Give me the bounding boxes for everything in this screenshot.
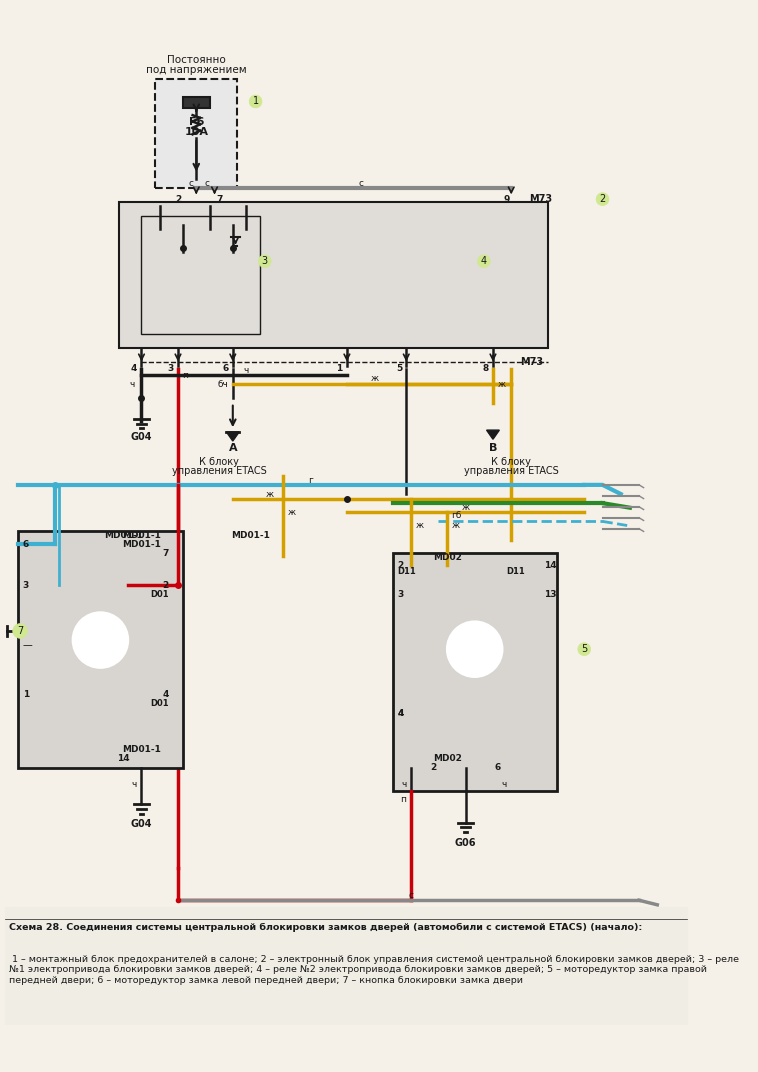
Polygon shape [227, 432, 240, 441]
Text: п: п [400, 795, 406, 804]
Bar [18, 531, 183, 768]
Text: 6: 6 [494, 763, 500, 773]
Text: 1 – монтажный блок предохранителей в салоне; 2 – электронный блок управления сис: 1 – монтажный блок предохранителей в сал… [9, 955, 739, 985]
Circle shape [578, 643, 590, 656]
Text: c: c [409, 891, 413, 900]
Text: ж: ж [452, 521, 460, 531]
Circle shape [249, 95, 262, 108]
Bar [142, 215, 260, 334]
Text: 13: 13 [544, 590, 557, 599]
Text: G04: G04 [130, 432, 152, 443]
Bar [119, 202, 548, 348]
Text: 2: 2 [397, 561, 403, 569]
Circle shape [13, 624, 27, 638]
Text: 7: 7 [216, 195, 222, 204]
Text: ж: ж [462, 503, 470, 512]
Text: MD02: MD02 [433, 755, 462, 763]
Text: ж: ж [370, 373, 378, 383]
Text: G06: G06 [455, 837, 476, 848]
Text: 4: 4 [162, 690, 169, 699]
Text: К блоку: К блоку [491, 457, 531, 467]
Text: F6: F6 [189, 117, 204, 126]
Circle shape [73, 613, 128, 668]
Text: 9: 9 [503, 195, 510, 204]
Text: 3: 3 [397, 590, 403, 599]
Text: —: — [23, 640, 33, 650]
Text: G04: G04 [130, 819, 152, 830]
Text: ж: ж [287, 508, 296, 517]
Text: п: п [183, 371, 189, 379]
Text: 6: 6 [23, 539, 29, 549]
Text: ч: ч [401, 779, 406, 789]
Text: M: M [466, 640, 483, 658]
Text: MD01-1: MD01-1 [122, 745, 161, 754]
Text: ч: ч [244, 367, 249, 375]
Text: 2: 2 [175, 195, 181, 204]
Text: 8: 8 [483, 363, 489, 373]
Text: 3: 3 [262, 256, 268, 266]
Text: 4: 4 [397, 709, 403, 717]
Text: управления ETACS: управления ETACS [172, 466, 267, 476]
Text: MD01-1: MD01-1 [232, 531, 271, 539]
Bar [393, 553, 557, 791]
Text: г: г [308, 476, 313, 485]
Text: 4: 4 [397, 709, 403, 717]
Text: 5: 5 [396, 363, 402, 373]
Text: гб: гб [451, 511, 462, 520]
Text: управления ETACS: управления ETACS [464, 466, 559, 476]
Text: MD01-1: MD01-1 [122, 539, 161, 549]
Polygon shape [487, 430, 500, 440]
Text: под напряжением: под напряжением [146, 64, 246, 75]
Text: MD02: MD02 [433, 553, 462, 563]
Bar [155, 78, 237, 189]
Text: К блоку: К блоку [199, 457, 239, 467]
Text: 4: 4 [481, 256, 487, 266]
Text: 3: 3 [23, 581, 29, 590]
Text: M: M [92, 631, 108, 649]
Circle shape [478, 255, 490, 268]
Text: 5: 5 [581, 644, 587, 654]
Text: c: c [358, 179, 363, 188]
Text: M73: M73 [530, 194, 553, 204]
Text: MD01-1: MD01-1 [122, 531, 161, 539]
Circle shape [258, 255, 271, 268]
Text: c: c [205, 179, 210, 188]
Circle shape [596, 193, 609, 206]
Text: 4: 4 [131, 363, 137, 373]
Text: 7: 7 [162, 549, 169, 557]
Text: 1: 1 [252, 96, 258, 106]
Text: 10A: 10A [184, 128, 208, 137]
Bar [5, 907, 688, 1025]
Text: 1: 1 [23, 690, 29, 699]
Text: 2: 2 [600, 194, 606, 204]
Bar [183, 96, 210, 108]
Text: Схема 28. Соединения системы центральной блокировки замков дверей (автомобили с : Схема 28. Соединения системы центральной… [9, 923, 642, 933]
Circle shape [447, 622, 502, 676]
Text: 14: 14 [544, 561, 557, 569]
Text: ж: ж [497, 379, 506, 389]
Text: бч: бч [218, 379, 228, 389]
Text: 14: 14 [117, 755, 130, 763]
Text: D11: D11 [506, 567, 525, 576]
Text: А: А [228, 444, 237, 453]
Text: c: c [188, 179, 193, 188]
Text: D01: D01 [150, 699, 169, 709]
Text: ж: ж [265, 490, 274, 498]
Text: ч: ч [130, 379, 135, 389]
Text: ж: ж [415, 521, 424, 531]
Text: 2: 2 [431, 763, 437, 773]
Text: В: В [489, 444, 497, 453]
Text: 6: 6 [222, 363, 229, 373]
Text: D11: D11 [397, 567, 416, 576]
Text: 2: 2 [163, 581, 169, 590]
Text: Постоянно: Постоянно [167, 56, 226, 65]
Text: M73: M73 [520, 357, 543, 367]
Text: 1: 1 [337, 363, 343, 373]
Text: ч: ч [132, 779, 137, 789]
Text: 3: 3 [168, 363, 174, 373]
Text: 7: 7 [17, 626, 23, 636]
Text: D01: D01 [150, 590, 169, 599]
Text: ч: ч [501, 779, 506, 789]
Text: MD01-1: MD01-1 [104, 531, 143, 539]
